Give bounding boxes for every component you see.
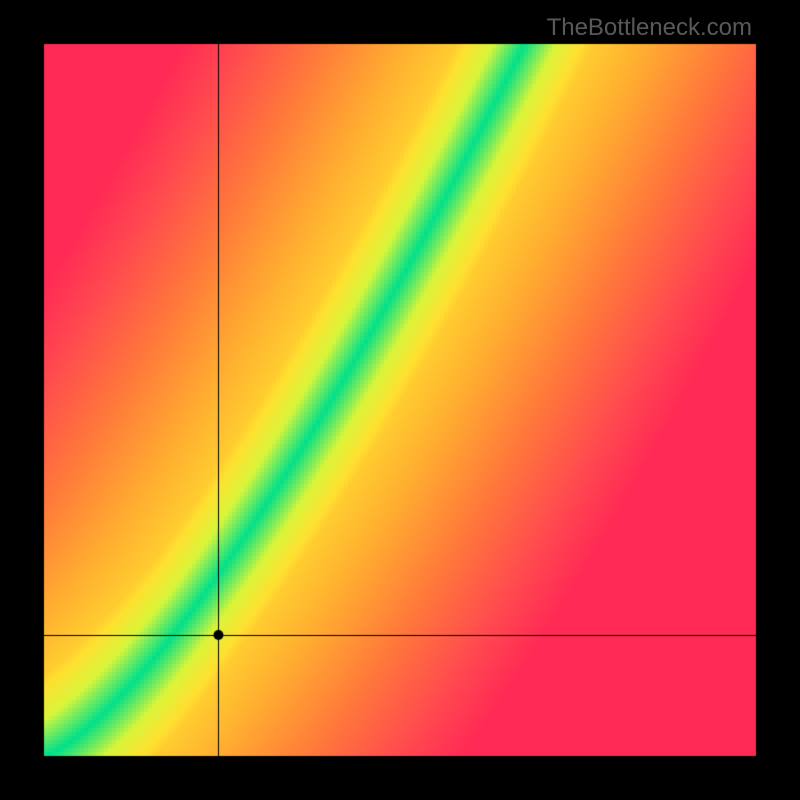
watermark-text: TheBottleneck.com [547,14,752,42]
bottleneck-heatmap [0,0,800,800]
